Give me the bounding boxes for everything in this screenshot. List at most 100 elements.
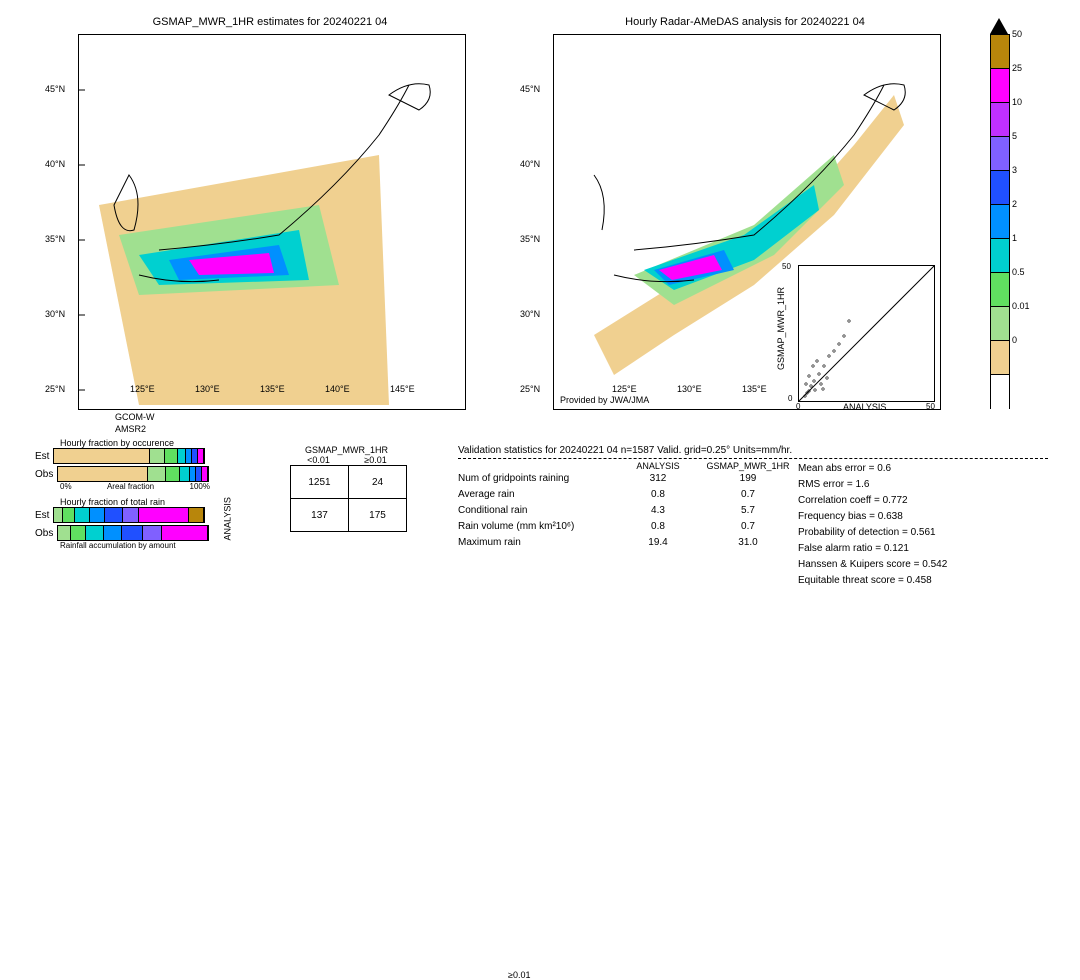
cont-row2: ≥0.01 <box>508 970 530 980</box>
bar-seg <box>63 508 75 522</box>
right-ylabel-3: 30°N <box>520 309 540 319</box>
occ-x0: 0% <box>60 482 72 491</box>
obs-label2: Obs <box>35 528 53 539</box>
validation-block: Validation statistics for 20240221 04 n=… <box>458 445 1048 589</box>
right-ylabel-0: 45°N <box>520 84 540 94</box>
colorbar-seg <box>990 136 1010 171</box>
colorbar-tick: 25 <box>1012 63 1022 73</box>
stat-line: Hanssen & Kuipers score = 0.542 <box>798 557 1038 573</box>
colorbar-tick: 1 <box>1012 233 1017 243</box>
cont-row-header: ANALYSIS <box>223 527 300 541</box>
bar-seg <box>189 508 204 522</box>
scatter-yt5: 50 <box>782 262 791 271</box>
left-xlabel-1: 130°E <box>195 384 220 394</box>
stat-line: Correlation coeff = 0.772 <box>798 493 1038 509</box>
stat-line: False alarm ratio = 0.121 <box>798 541 1038 557</box>
occ-x1: 100% <box>190 482 210 491</box>
scatter-ylabel: GSMAP_MWR_1HR <box>776 287 786 370</box>
validation-row: Num of gridpoints raining312199 <box>458 471 798 487</box>
stat-line: RMS error = 1.6 <box>798 477 1038 493</box>
scatter-xt0: 0 <box>796 402 800 411</box>
hourly-occ-title: Hourly fraction by occurence <box>60 438 210 448</box>
cont-c10: 137 <box>291 499 349 532</box>
val-col1: ANALYSIS <box>618 461 698 471</box>
bar-seg <box>202 467 209 481</box>
hourly-occ-block: Hourly fraction by occurence Est Obs 0% … <box>35 438 210 550</box>
colorbar-seg <box>990 34 1010 69</box>
left-xlabel-3: 140°E <box>325 384 350 394</box>
bar-seg <box>122 526 143 540</box>
hourly-total-title: Hourly fraction of total rain <box>60 497 210 507</box>
left-ylabel-3: 30°N <box>45 309 65 319</box>
colorbar-tick: 3 <box>1012 165 1017 175</box>
bar-seg <box>148 467 166 481</box>
right-ylabel-1: 40°N <box>520 159 540 169</box>
sat-label-1: GCOM-W <box>115 412 155 422</box>
bar-seg <box>180 467 190 481</box>
tot-obs-bar <box>57 525 209 541</box>
left-xlabel-4: 145°E <box>390 384 415 394</box>
provider-label: Provided by JWA/JMA <box>560 395 649 405</box>
contingency-table: 125124 137175 <box>290 465 407 532</box>
tot-est-bar <box>53 507 205 523</box>
colorbar-seg <box>990 68 1010 103</box>
left-map-svg <box>79 35 465 409</box>
bar-seg <box>75 508 90 522</box>
bar-seg <box>186 449 193 463</box>
bar-seg <box>104 526 122 540</box>
colorbar-tick: 2 <box>1012 199 1017 209</box>
left-xlabel-2: 135°E <box>260 384 285 394</box>
cont-c01: 24 <box>349 466 407 499</box>
scatter-plot <box>798 265 935 402</box>
left-ylabel-4: 25°N <box>45 384 65 394</box>
bar-seg <box>166 467 180 481</box>
occ-est-bar <box>53 448 205 464</box>
bar-seg <box>123 508 138 522</box>
bar-seg <box>143 526 161 540</box>
colorbar-tick: 0.5 <box>1012 267 1025 277</box>
left-xlabel-0: 125°E <box>130 384 155 394</box>
val-col2: GSMAP_MWR_1HR <box>698 461 798 471</box>
left-map <box>78 34 466 410</box>
cont-col-header: GSMAP_MWR_1HR <box>290 445 403 455</box>
left-ylabel-2: 35°N <box>45 234 65 244</box>
scatter-xlabel: ANALYSIS <box>843 402 886 412</box>
left-ylabel-0: 45°N <box>45 84 65 94</box>
validation-row: Conditional rain4.35.7 <box>458 503 798 519</box>
bar-seg <box>150 449 165 463</box>
bar-seg <box>58 467 148 481</box>
colorbar-seg <box>990 204 1010 239</box>
est-label2: Est <box>35 510 49 521</box>
colorbar-tick: 0.01 <box>1012 301 1030 311</box>
bar-seg <box>90 508 105 522</box>
cont-col1: <0.01 <box>290 455 347 465</box>
right-xlabel-2: 135°E <box>742 384 767 394</box>
occ-xlabel: Areal fraction <box>107 482 154 491</box>
right-ylabel-4: 25°N <box>520 384 540 394</box>
left-map-title: GSMAP_MWR_1HR estimates for 20240221 04 <box>70 16 470 28</box>
bar-seg <box>105 508 123 522</box>
bar-seg <box>54 508 62 522</box>
colorbar-seg <box>990 340 1010 375</box>
est-label: Est <box>35 451 49 462</box>
colorbar-tick: 50 <box>1012 29 1022 39</box>
colorbar-seg <box>990 306 1010 341</box>
stat-line: Equitable threat score = 0.458 <box>798 573 1038 589</box>
colorbar-tick: 10 <box>1012 97 1022 107</box>
cont-c00: 1251 <box>291 466 349 499</box>
scatter-xt5: 50 <box>926 402 935 411</box>
bar-seg <box>198 449 205 463</box>
hourly-total-subtitle: Rainfall accumulation by amount <box>60 541 210 550</box>
colorbar-seg <box>990 102 1010 137</box>
right-ylabel-2: 35°N <box>520 234 540 244</box>
scatter-yt0: 0 <box>788 394 792 403</box>
sat-label-2: AMSR2 <box>115 424 146 434</box>
validation-row: Rain volume (mm km²10⁶)0.80.7 <box>458 519 798 535</box>
right-xlabel-0: 125°E <box>612 384 637 394</box>
colorbar-seg <box>990 170 1010 205</box>
bar-seg <box>190 467 197 481</box>
bar-seg <box>165 449 177 463</box>
cont-c11: 175 <box>349 499 407 532</box>
left-ylabel-1: 40°N <box>45 159 65 169</box>
validation-row: Maximum rain19.431.0 <box>458 535 798 551</box>
